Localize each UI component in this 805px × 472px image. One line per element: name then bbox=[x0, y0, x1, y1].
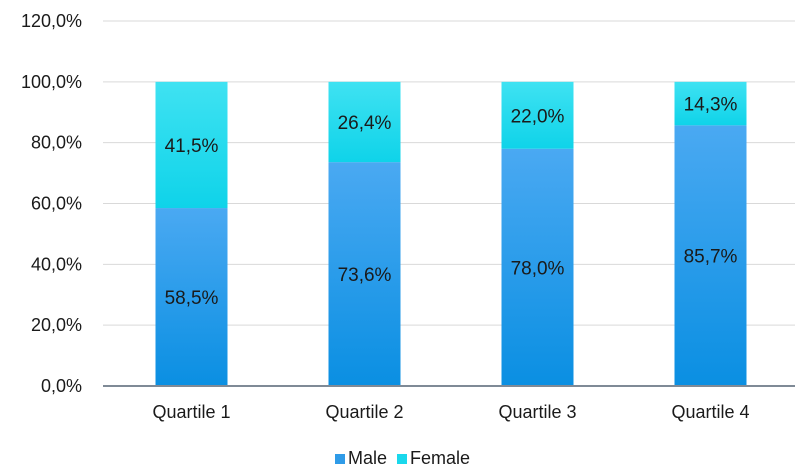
y-tick-label: 60,0% bbox=[31, 194, 82, 214]
legend-item-male: Male bbox=[334, 448, 387, 469]
x-tick-label: Quartile 2 bbox=[325, 402, 403, 422]
data-labels: 58,5% 41,5% 73,6% 26,4% 78,0% 22,0% 85,7% 14,3% bbox=[165, 95, 738, 309]
bar-female-2 bbox=[328, 81, 401, 163]
legend-swatch-male bbox=[334, 453, 345, 464]
y-axis-tick-labels: 0,0% 20,0% 40,0% 60,0% 80,0% 100,0% 120,0% bbox=[21, 11, 82, 396]
data-label-male-2: 73,6% bbox=[338, 265, 392, 286]
bar-female-1 bbox=[155, 81, 228, 209]
data-label-female-2: 26,4% bbox=[338, 113, 392, 134]
x-tick-label: Quartile 4 bbox=[671, 402, 749, 422]
bars bbox=[155, 81, 747, 387]
data-label-female-4: 14,3% bbox=[684, 95, 738, 116]
legend: Male Female bbox=[0, 448, 805, 469]
data-label-male-3: 78,0% bbox=[511, 258, 565, 279]
y-tick-label: 100,0% bbox=[21, 72, 82, 92]
x-axis-tick-labels: Quartile 1 Quartile 2 Quartile 3 Quartile 4 bbox=[152, 402, 749, 422]
legend-label-female: Female bbox=[409, 448, 471, 468]
bar-male-3 bbox=[501, 148, 574, 386]
x-tick-label: Quartile 3 bbox=[498, 402, 576, 422]
bar-male-1 bbox=[155, 208, 228, 386]
bar-male-4 bbox=[674, 125, 747, 387]
bar-male-2 bbox=[328, 162, 401, 386]
y-tick-label: 40,0% bbox=[31, 254, 82, 274]
bar-female-3 bbox=[501, 81, 574, 149]
y-tick-label: 80,0% bbox=[31, 133, 82, 153]
bar-female-4 bbox=[674, 81, 747, 126]
legend-item-female: Female bbox=[396, 448, 471, 469]
data-label-male-4: 85,7% bbox=[684, 247, 738, 268]
data-label-female-1: 41,5% bbox=[165, 136, 219, 157]
y-tick-label: 0,0% bbox=[41, 376, 82, 396]
data-label-male-1: 58,5% bbox=[165, 288, 219, 309]
y-tick-label: 20,0% bbox=[31, 315, 82, 335]
data-label-female-3: 22,0% bbox=[511, 106, 565, 127]
stacked-bar-chart: 0,0% 20,0% 40,0% 60,0% 80,0% 100,0% 120,0% 58,… bbox=[21, 11, 795, 422]
x-tick-label: Quartile 1 bbox=[152, 402, 230, 422]
y-tick-label: 120,0% bbox=[21, 11, 82, 31]
legend-label-male: Male bbox=[347, 448, 387, 468]
legend-swatch-female bbox=[396, 453, 407, 464]
